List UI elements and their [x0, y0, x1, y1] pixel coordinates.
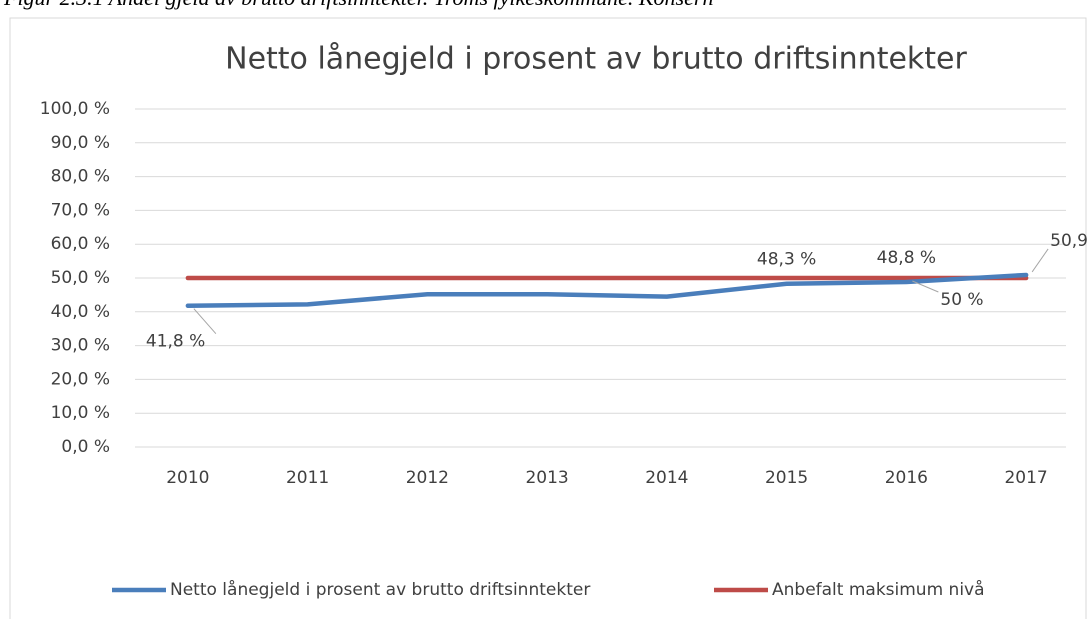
y-tick-label: 80,0 % [51, 167, 110, 187]
y-tick-label: 100,0 % [40, 99, 110, 119]
legend-label: Netto lånegjeld i prosent av brutto drif… [170, 579, 590, 600]
y-tick-label: 10,0 % [51, 403, 110, 423]
x-tick-label: 2010 [166, 468, 209, 488]
y-tick-label: 70,0 % [51, 200, 110, 220]
leader-line [912, 280, 939, 293]
data-label: 50 % [940, 290, 983, 310]
leader-line [193, 308, 217, 335]
data-label: 48,3 % [757, 250, 816, 270]
y-tick-label: 40,0 % [51, 302, 110, 322]
legend-label: Anbefalt maksimum nivå [772, 579, 985, 600]
y-tick-label: 60,0 % [51, 234, 110, 254]
series-line [185, 272, 1029, 308]
y-tick-label: 30,0 % [51, 336, 110, 356]
y-tick-label: 50,0 % [51, 268, 110, 288]
x-tick-label: 2016 [885, 468, 928, 488]
x-tick-label: 2012 [406, 468, 449, 488]
chart-border [9, 17, 1087, 619]
leader-line [1031, 248, 1049, 273]
data-label: 48,8 % [877, 248, 936, 268]
data-label: 41,8 % [146, 332, 205, 352]
y-tick-label: 90,0 % [51, 133, 110, 153]
x-tick-label: 2011 [286, 468, 329, 488]
chart-title: Netto lånegjeld i prosent av brutto drif… [225, 42, 967, 77]
data-label: 50,9 % [1050, 231, 1091, 251]
x-tick-label: 2017 [1004, 468, 1047, 488]
y-tick-label: 20,0 % [51, 369, 110, 389]
x-tick-label: 2014 [645, 468, 688, 488]
y-tick-label: 0,0 % [61, 437, 110, 457]
x-tick-label: 2013 [525, 468, 568, 488]
caption: Figur 2.3.1 Andel gjeld av brutto drifts… [3, 0, 713, 10]
x-tick-label: 2015 [765, 468, 808, 488]
